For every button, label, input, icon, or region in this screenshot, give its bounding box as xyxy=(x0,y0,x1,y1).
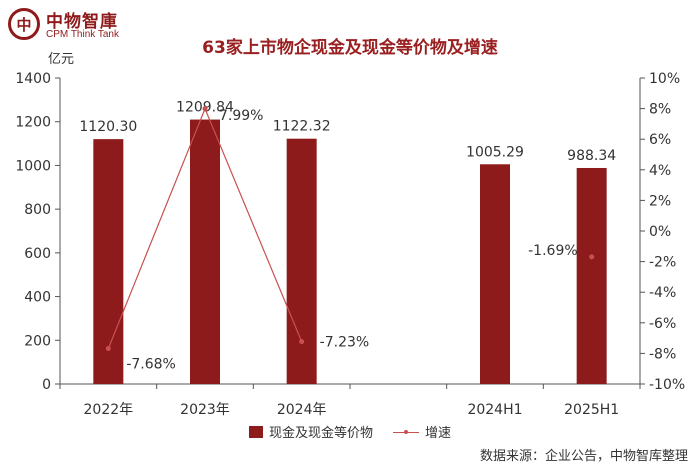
data-source-note: 数据来源：企业公告，中物智库整理 xyxy=(479,449,688,464)
y-left-tick-label: 1000 xyxy=(15,158,51,174)
y-left-tick-label: 0 xyxy=(42,377,51,393)
growth-point xyxy=(589,254,595,260)
x-tick-label: 2025H1 xyxy=(564,402,619,418)
y-right-tick-label: 8% xyxy=(649,102,671,118)
growth-point xyxy=(299,339,305,345)
y-left-tick-label: 600 xyxy=(24,246,51,262)
x-tick-label: 2024年 xyxy=(277,402,327,418)
bar xyxy=(190,119,220,385)
y-right-tick-label: 10% xyxy=(649,71,680,87)
growth-value-label: 7.99% xyxy=(219,108,263,124)
brand-name: 中物智庫 xyxy=(46,12,118,32)
y-right-tick-label: -2% xyxy=(649,255,676,271)
y-left-tick-label: 200 xyxy=(24,333,51,349)
brand-logo: 中 中物智庫 CPM Think Tank xyxy=(8,6,158,46)
legend-bar-label: 现金及现金等价物 xyxy=(268,426,373,441)
bar-value-label: 988.34 xyxy=(567,148,616,164)
growth-value-label: -7.68% xyxy=(126,357,176,373)
bar xyxy=(480,164,510,384)
y-right-tick-label: 6% xyxy=(649,132,671,148)
bar xyxy=(286,138,317,384)
y-right-tick-label: 4% xyxy=(649,163,671,179)
x-tick-label: 2024H1 xyxy=(467,402,522,418)
y-left-tick-label: 400 xyxy=(24,290,51,306)
y-axis-unit-label: 亿元 xyxy=(48,52,75,67)
y-right-tick-label: 2% xyxy=(649,193,671,209)
brand-seal-icon: 中 xyxy=(8,8,40,40)
growth-value-label: -7.23% xyxy=(320,335,370,351)
y-right-tick-label: -8% xyxy=(649,346,676,362)
y-right-tick-label: 0% xyxy=(649,224,671,240)
growth-point xyxy=(105,346,111,352)
growth-value-label: -1.69% xyxy=(528,243,578,259)
y-right-tick-label: -4% xyxy=(649,285,676,301)
brand-english-name: CPM Think Tank xyxy=(46,29,119,40)
y-left-tick-label: 800 xyxy=(24,202,51,218)
x-tick-label: 2022年 xyxy=(84,402,134,418)
bar-value-label: 1120.30 xyxy=(79,119,137,135)
legend-item-line: 增速 xyxy=(393,422,451,441)
bar-value-label: 1122.32 xyxy=(273,119,331,135)
legend-line-swatch xyxy=(393,427,419,437)
chart-legend: 现金及现金等价物 增速 xyxy=(0,422,700,441)
legend-item-bar: 现金及现金等价物 xyxy=(248,422,373,441)
x-tick-label: 2023年 xyxy=(180,402,230,418)
legend-bar-swatch xyxy=(248,425,263,438)
y-left-tick-label: 1400 xyxy=(15,71,51,87)
y-right-tick-label: -6% xyxy=(649,316,676,332)
bar xyxy=(576,167,607,384)
chart-title: 63家上市物企现金及现金等价物及增速 xyxy=(202,38,498,58)
growth-point xyxy=(202,106,208,112)
y-right-tick-label: -10% xyxy=(649,377,685,393)
y-left-tick-label: 1200 xyxy=(15,115,51,131)
bar xyxy=(93,139,124,384)
legend-line-label: 增速 xyxy=(425,426,452,441)
bar-value-label: 1005.29 xyxy=(466,144,524,160)
